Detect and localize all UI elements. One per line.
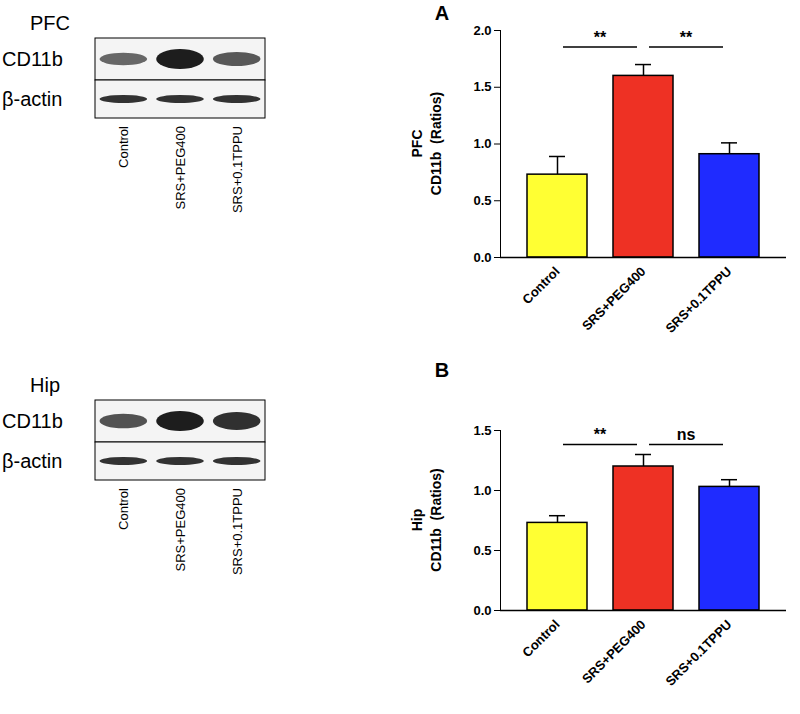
svg-text:ns: ns [677,426,696,443]
svg-text:SRS+PEG400: SRS+PEG400 [173,126,188,209]
svg-text:Hip: Hip [30,374,60,396]
svg-text:SRS+0.1TPPU: SRS+0.1TPPU [662,617,734,689]
svg-text:SRS+PEG400: SRS+PEG400 [579,617,649,687]
svg-text:1.0: 1.0 [473,483,491,498]
svg-text:SRS+0.1TPPU: SRS+0.1TPPU [230,488,245,575]
svg-text:B: B [435,359,449,381]
svg-text:CD11b: CD11b [2,48,63,70]
svg-text:Control: Control [116,126,131,168]
svg-text:CD11b (Ratios): CD11b (Ratios) [428,92,444,195]
svg-text:0.5: 0.5 [473,543,491,558]
svg-text:CD11b (Ratios): CD11b (Ratios) [428,468,444,571]
svg-text:PFC: PFC [409,130,425,158]
svg-text:Control: Control [116,488,131,530]
svg-text:SRS+0.1TPPU: SRS+0.1TPPU [230,126,245,213]
svg-text:**: ** [680,29,693,46]
svg-text:Hip: Hip [409,509,425,532]
svg-text:A: A [435,2,449,24]
svg-text:CD11b: CD11b [2,410,63,432]
svg-text:β-actin: β-actin [2,450,62,472]
svg-text:PFC: PFC [30,12,70,34]
svg-text:Control: Control [519,617,562,660]
svg-text:Control: Control [519,264,562,307]
svg-text:1.5: 1.5 [473,423,491,438]
svg-text:0.0: 0.0 [473,603,491,618]
svg-text:0.0: 0.0 [473,250,491,265]
svg-text:1.0: 1.0 [473,136,491,151]
svg-text:**: ** [594,29,607,46]
svg-text:0.5: 0.5 [473,193,491,208]
svg-text:SRS+0.1TPPU: SRS+0.1TPPU [662,264,734,336]
svg-text:2.0: 2.0 [473,23,491,38]
svg-text:**: ** [594,426,607,443]
svg-text:SRS+PEG400: SRS+PEG400 [579,264,649,334]
svg-text:1.5: 1.5 [473,79,491,94]
svg-text:SRS+PEG400: SRS+PEG400 [173,488,188,571]
svg-text:β-actin: β-actin [2,88,62,110]
